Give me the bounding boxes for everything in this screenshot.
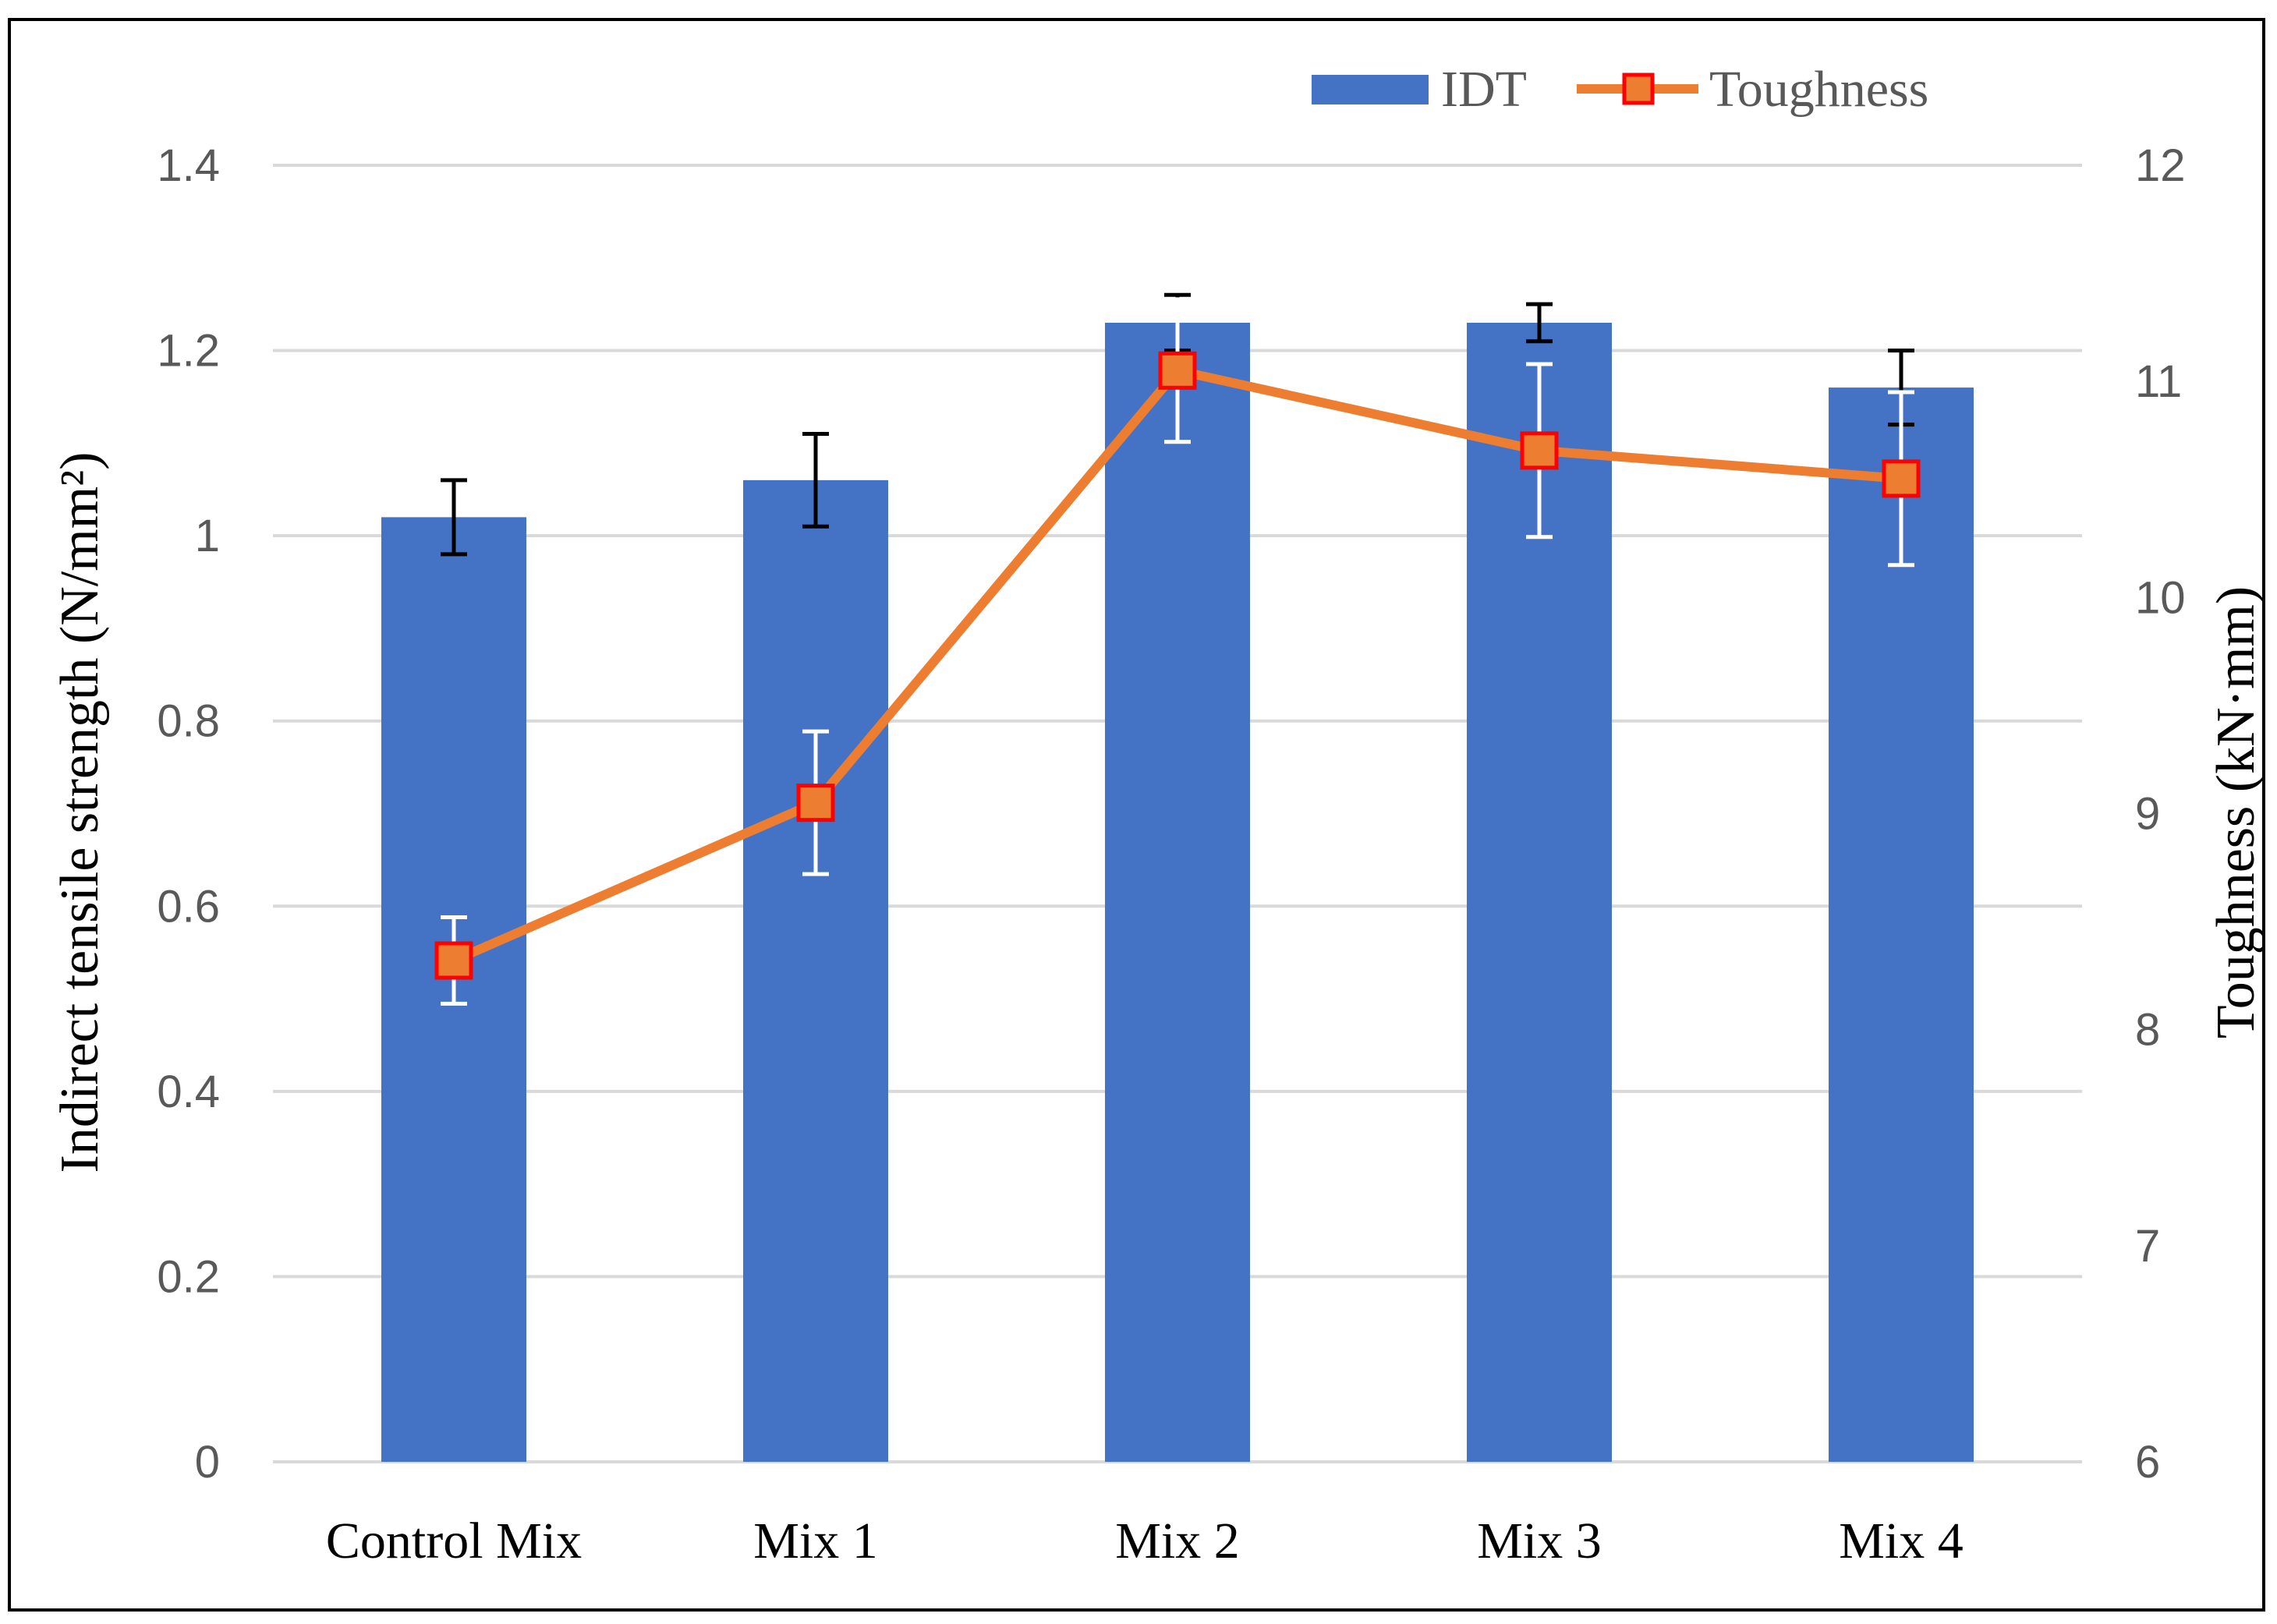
legend-toughness-marker bbox=[1622, 73, 1655, 105]
category-label: Mix 1 bbox=[753, 1513, 878, 1569]
legend: IDT Toughness bbox=[1312, 61, 1928, 118]
idt-bar bbox=[743, 479, 888, 1463]
toughness-marker bbox=[1520, 431, 1559, 470]
right-tick-label: 10 bbox=[2135, 572, 2186, 623]
left-tick-label: 0.8 bbox=[157, 696, 220, 747]
right-tick-label: 8 bbox=[2135, 1005, 2160, 1056]
right-tick-label: 7 bbox=[2135, 1221, 2160, 1272]
toughness-markers bbox=[434, 351, 1921, 980]
left-tick-label: 0.6 bbox=[157, 881, 220, 932]
left-tick-label: 1 bbox=[195, 511, 220, 561]
category-label: Mix 2 bbox=[1115, 1513, 1240, 1569]
right-tick-label: 12 bbox=[2135, 140, 2186, 191]
idt-bar bbox=[1105, 322, 1250, 1463]
category-label: Mix 3 bbox=[1477, 1513, 1602, 1569]
category-label: Mix 4 bbox=[1839, 1513, 1964, 1569]
left-axis-ticks: 0 0.2 0.4 0.6 0.8 1 1.2 1.4 bbox=[157, 140, 220, 1488]
category-label: Control Mix bbox=[326, 1513, 582, 1569]
right-axis-ticks: 6 7 8 9 10 11 12 bbox=[2135, 140, 2186, 1488]
left-tick-label: 0.2 bbox=[157, 1251, 220, 1302]
toughness-marker bbox=[1882, 459, 1921, 498]
right-axis-title: Toughness (kN·mm) bbox=[2206, 586, 2266, 1038]
legend-toughness-label: Toughness bbox=[1709, 61, 1928, 118]
left-tick-label: 1.2 bbox=[157, 326, 220, 377]
right-tick-label: 6 bbox=[2135, 1437, 2160, 1488]
toughness-marker bbox=[1158, 351, 1197, 390]
left-tick-label: 0 bbox=[195, 1437, 220, 1488]
toughness-marker bbox=[796, 784, 835, 823]
category-labels: Control Mix Mix 1 Mix 2 Mix 3 Mix 4 bbox=[326, 1513, 1964, 1569]
legend-idt-swatch bbox=[1312, 75, 1429, 104]
left-tick-label: 1.4 bbox=[157, 140, 220, 191]
right-tick-label: 11 bbox=[2135, 356, 2182, 407]
left-axis-title: Indirect tensile strength (N/mm²) bbox=[50, 452, 110, 1173]
left-tick-label: 0.4 bbox=[157, 1067, 220, 1117]
right-tick-label: 9 bbox=[2135, 789, 2160, 840]
legend-idt-label: IDT bbox=[1441, 61, 1527, 118]
toughness-marker bbox=[434, 941, 473, 980]
